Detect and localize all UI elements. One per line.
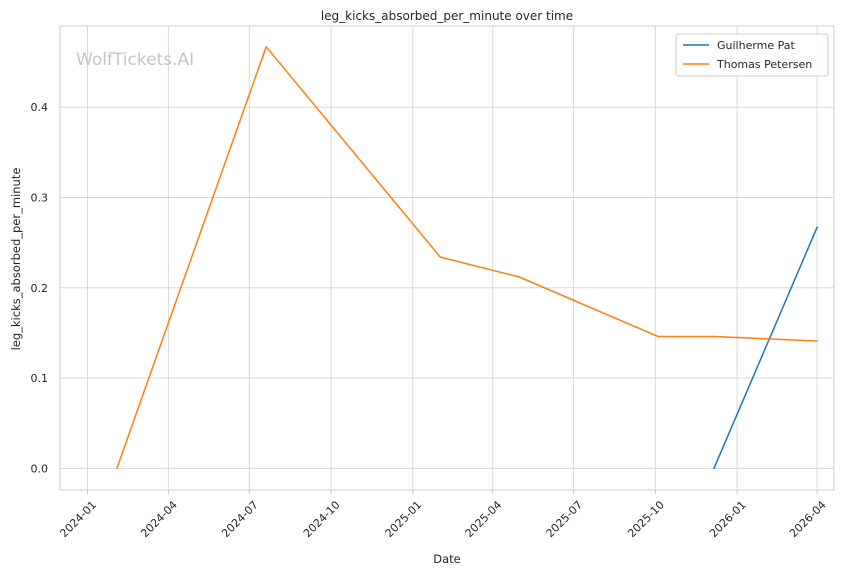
x-tick-label: 2026-04 <box>787 498 829 540</box>
data-point-guilherme-pat <box>816 226 818 229</box>
x-axis-title: Date <box>433 552 461 566</box>
legend-label-guilherme-pat: Guilherme Pat <box>717 39 796 52</box>
x-tick-label: 2025-01 <box>383 498 425 540</box>
x-tick-label: 2026-01 <box>707 498 749 540</box>
x-tick-label: 2024-10 <box>301 498 343 540</box>
data-point-thomas-petersen <box>518 276 521 278</box>
grid-lines <box>60 26 834 490</box>
data-point-thomas-petersen <box>439 256 442 258</box>
watermark: WolfTickets.AI <box>76 50 194 70</box>
x-tick-label: 2025-07 <box>543 498 585 540</box>
series-line-guilherme-pat <box>713 227 818 469</box>
legend-box <box>675 33 829 77</box>
y-tick-label: 0.3 <box>31 192 49 205</box>
y-tick-label: 0.0 <box>31 462 49 475</box>
y-tick-label: 0.1 <box>31 372 49 385</box>
plot-area <box>60 26 834 490</box>
x-tick-label: 2024-01 <box>57 498 99 540</box>
legend-label-thomas-petersen: Thomas Petersen <box>716 58 812 71</box>
y-axis-ticks: 0.0 0.1 0.2 0.3 0.4 <box>31 101 49 475</box>
x-tick-label: 2025-04 <box>463 498 505 540</box>
chart-title: leg_kicks_absorbed_per_minute over time <box>321 9 573 23</box>
data-point-guilherme-pat <box>713 467 715 470</box>
data-point-thomas-petersen <box>116 467 118 470</box>
data-point-thomas-petersen <box>816 340 818 342</box>
x-tick-label: 2024-04 <box>138 498 180 540</box>
y-axis-title: leg_kicks_absorbed_per_minute <box>9 168 23 351</box>
x-axis-ticks: 2024-01 2024-04 2024-07 2024-10 2025-01 2025-… <box>57 490 829 540</box>
y-tick-label: 0.2 <box>31 282 49 295</box>
data-point-thomas-petersen <box>265 45 267 48</box>
series-layer <box>116 45 818 470</box>
data-point-thomas-petersen <box>657 335 659 338</box>
data-point-thomas-petersen <box>713 335 715 338</box>
x-tick-label: 2025-10 <box>625 498 667 540</box>
plot-frame <box>59 25 835 491</box>
x-tick-label: 2024-07 <box>219 498 261 540</box>
legend: Guilherme Pat Thomas Petersen <box>675 33 829 77</box>
y-tick-label: 0.4 <box>31 101 49 114</box>
